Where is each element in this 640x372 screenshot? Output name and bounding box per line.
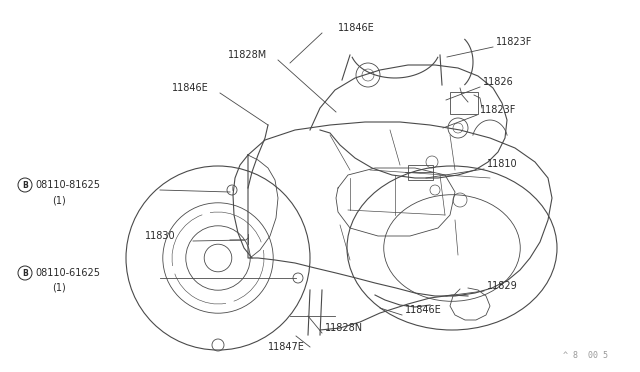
Text: (1): (1) bbox=[52, 195, 66, 205]
Text: B: B bbox=[22, 269, 28, 278]
Text: 11846E: 11846E bbox=[172, 83, 209, 93]
Text: 11846E: 11846E bbox=[338, 23, 375, 33]
Text: 11810: 11810 bbox=[487, 159, 518, 169]
Text: 11830: 11830 bbox=[145, 231, 175, 241]
Text: 11823F: 11823F bbox=[496, 37, 532, 47]
Text: 11829: 11829 bbox=[487, 281, 518, 291]
Text: 11846E: 11846E bbox=[405, 305, 442, 315]
Text: B: B bbox=[22, 180, 28, 189]
Text: 11823F: 11823F bbox=[480, 105, 516, 115]
Text: 11847E: 11847E bbox=[268, 342, 305, 352]
Bar bbox=[408, 165, 433, 180]
Text: (1): (1) bbox=[52, 283, 66, 293]
Text: 11828M: 11828M bbox=[228, 50, 268, 60]
Text: 08110-81625: 08110-81625 bbox=[35, 180, 100, 190]
Text: 11826: 11826 bbox=[483, 77, 514, 87]
Text: 08110-61625: 08110-61625 bbox=[35, 268, 100, 278]
Bar bbox=[450, 92, 478, 114]
Text: ^ 8  00 5: ^ 8 00 5 bbox=[563, 351, 608, 360]
Text: 11828N: 11828N bbox=[325, 323, 363, 333]
